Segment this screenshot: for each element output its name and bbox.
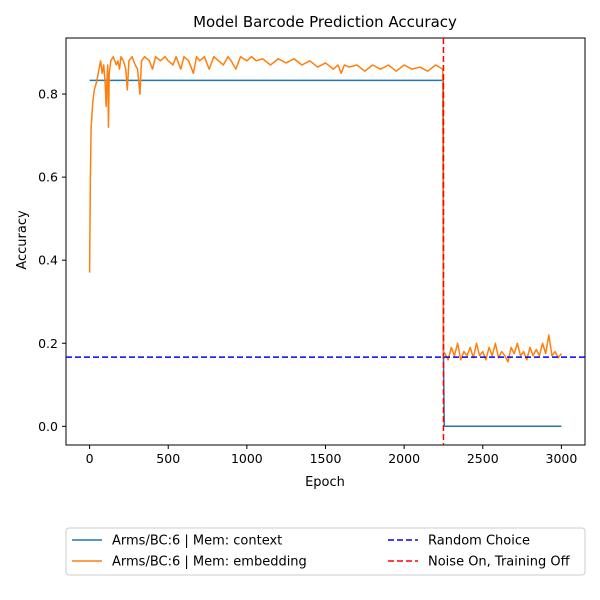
plot-area: 0 500 1000 1500 2000 2500 3000 0.0 0.2 0.4 0.6 0.8 xyxy=(38,37,586,466)
chart-title: Model Barcode Prediction Accuracy xyxy=(193,13,457,31)
x-tick-label: 500 xyxy=(156,451,180,466)
legend-label: Arms/BC:6 | Mem: context xyxy=(112,534,282,549)
legend-label: Noise On, Training Off xyxy=(428,555,571,570)
legend-item-context: Arms/BC:6 | Mem: context xyxy=(72,534,282,549)
y-tick-label: 0.8 xyxy=(38,87,58,102)
legend-label: Arms/BC:6 | Mem: embedding xyxy=(112,555,307,570)
x-tick-label: 2500 xyxy=(467,451,499,466)
legend: Arms/BC:6 | Mem: context Arms/BC:6 | Mem:… xyxy=(65,527,586,576)
legend-item-random-choice: Random Choice xyxy=(388,534,530,549)
y-tick-label: 0.4 xyxy=(38,253,58,268)
y-axis-label: Accuracy xyxy=(15,210,30,270)
x-tick-label: 2000 xyxy=(388,451,420,466)
x-tick-label: 1500 xyxy=(310,451,342,466)
legend-label: Random Choice xyxy=(428,534,530,549)
x-tick-label: 1000 xyxy=(231,451,263,466)
legend-item-embedding: Arms/BC:6 | Mem: embedding xyxy=(72,555,307,570)
x-axis-label: Epoch xyxy=(305,475,345,490)
y-tick-label: 0.6 xyxy=(38,170,58,185)
x-tick-label: 0 xyxy=(86,451,94,466)
legend-frame xyxy=(65,527,586,576)
y-tick-label: 0.2 xyxy=(38,336,58,351)
y-tick-label: 0.0 xyxy=(38,419,58,434)
series-group xyxy=(66,38,585,445)
legend-item-noise-on: Noise On, Training Off xyxy=(388,555,571,570)
series-line-embedding xyxy=(88,55,563,363)
x-tick-label: 3000 xyxy=(546,451,578,466)
